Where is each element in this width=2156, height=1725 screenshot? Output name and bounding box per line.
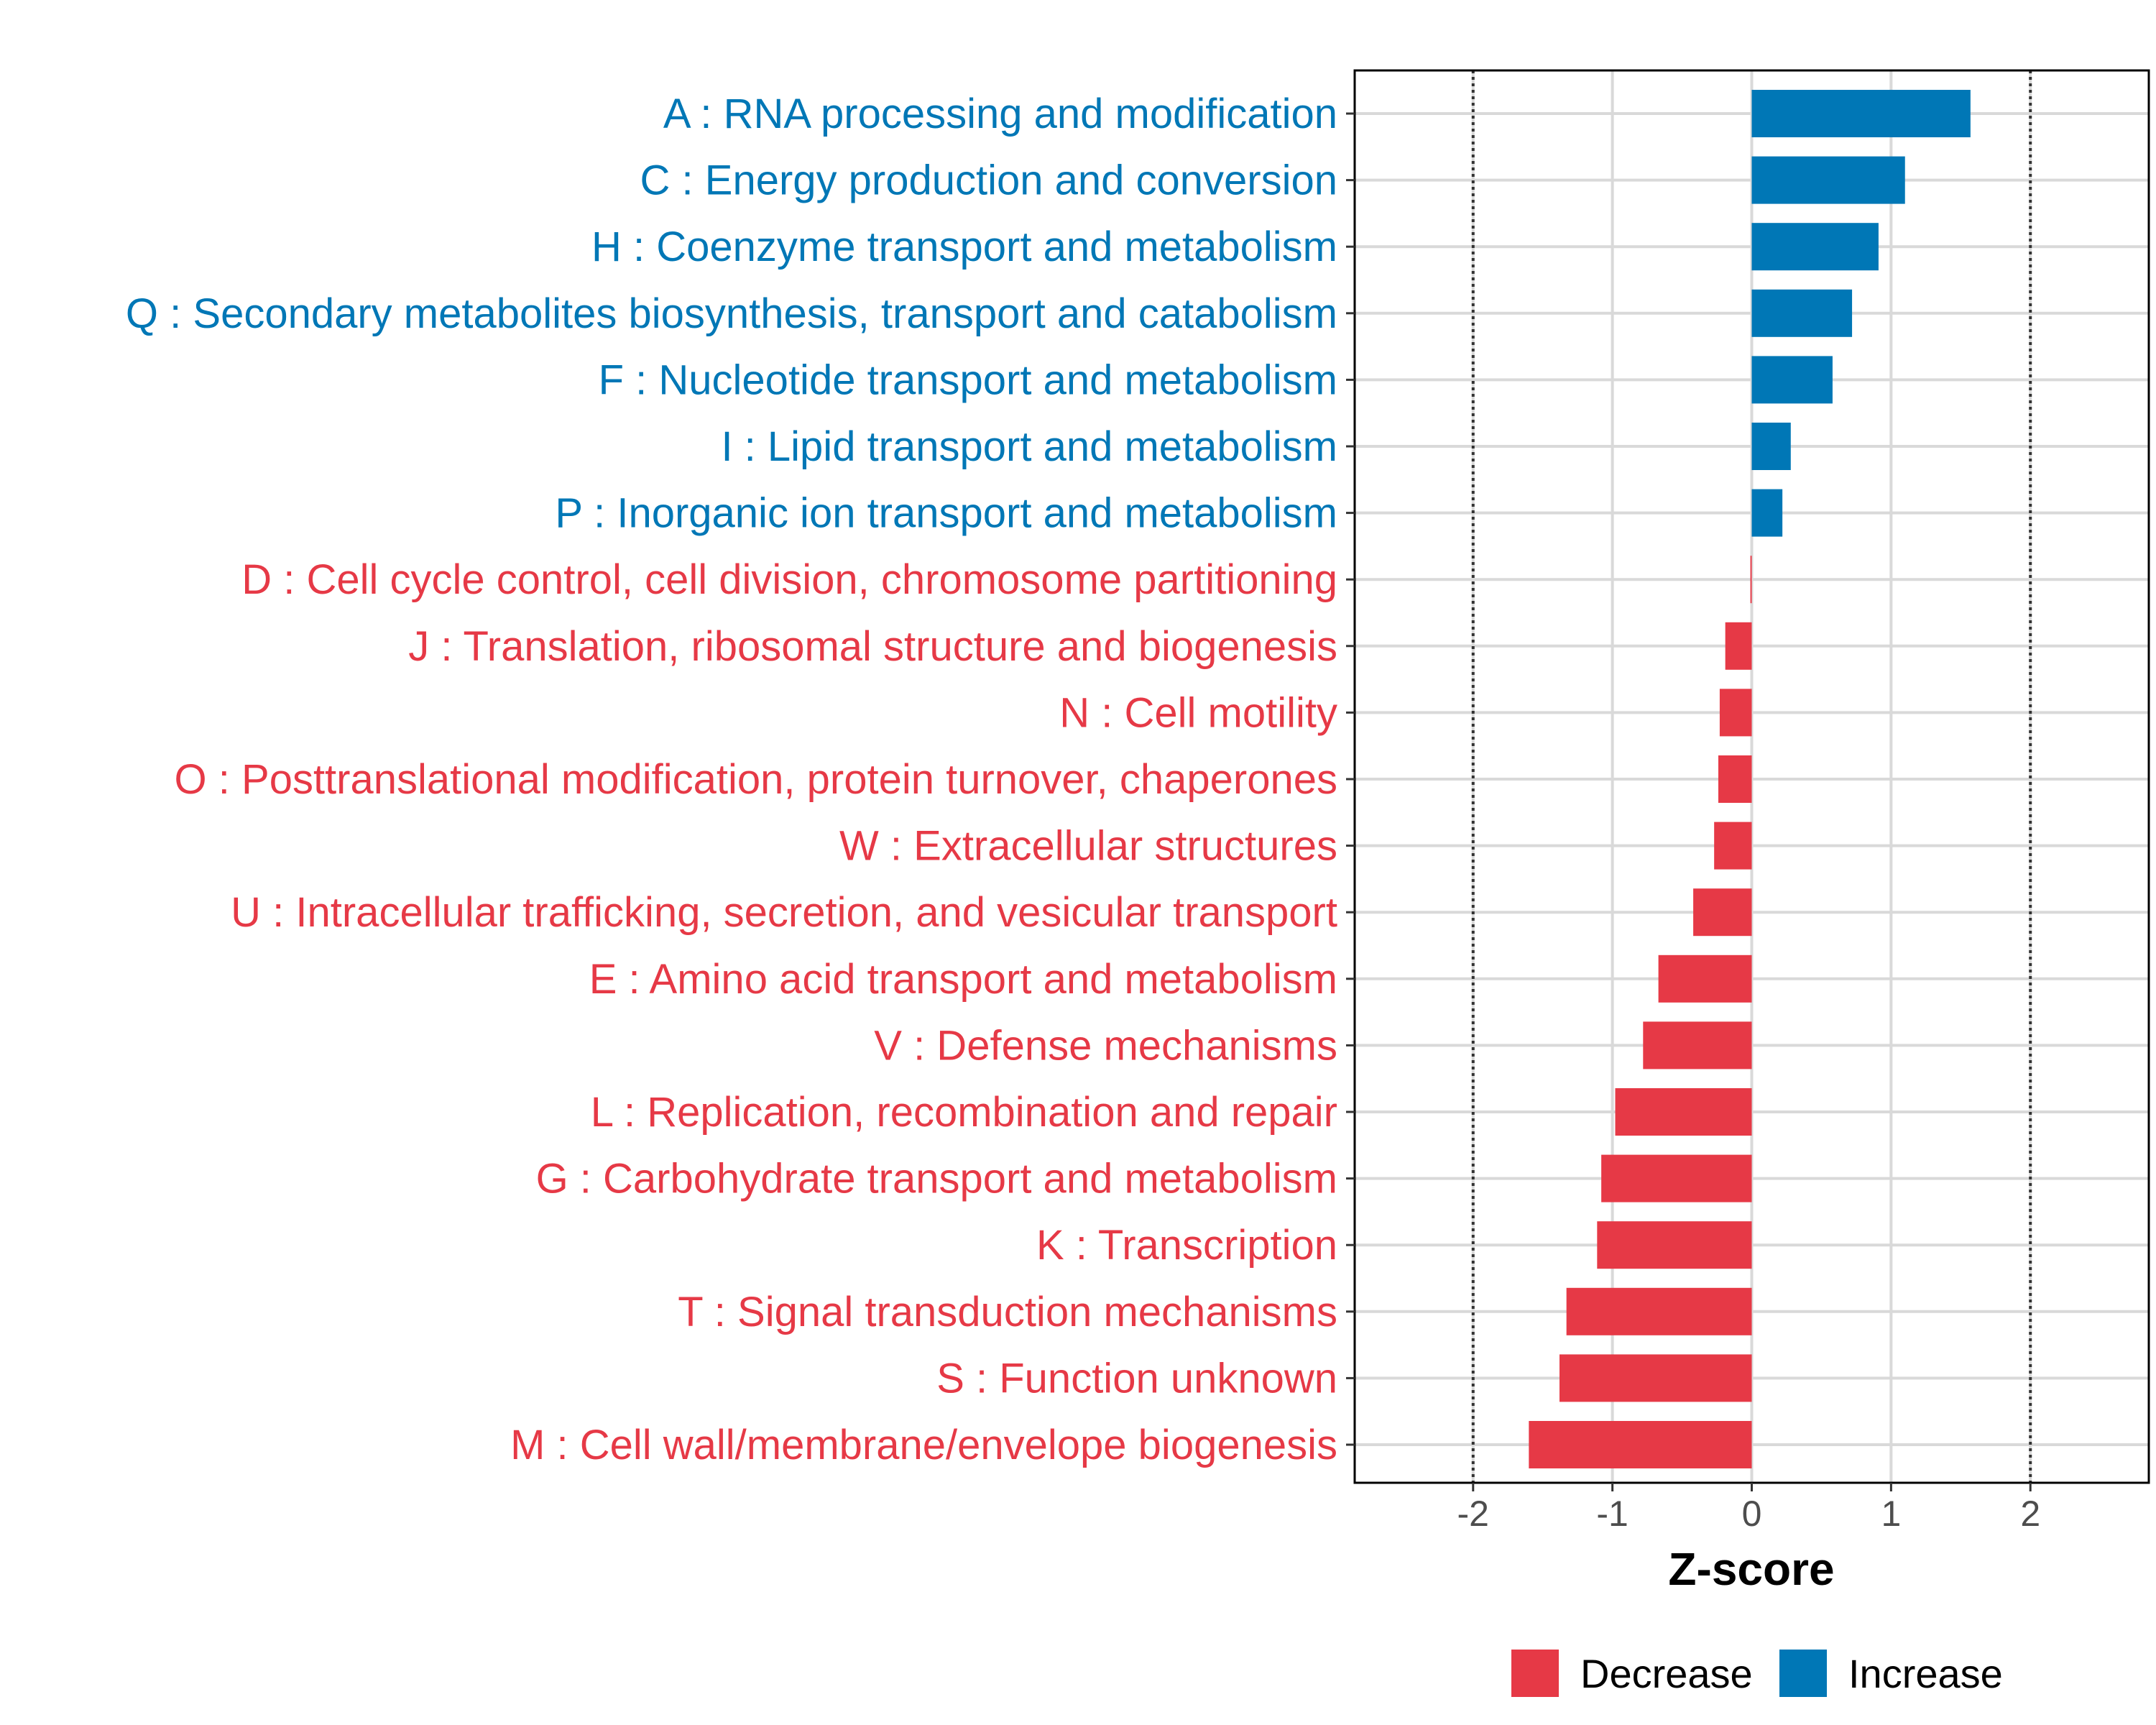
category-label: G : Carbohydrate transport and metabolis… xyxy=(536,1156,1337,1202)
category-label: Q : Secondary metabolites biosynthesis, … xyxy=(126,290,1337,337)
category-label: P : Inorganic ion transport and metaboli… xyxy=(555,490,1337,537)
bar xyxy=(1718,755,1752,803)
bar xyxy=(1693,888,1752,937)
category-label: I : Lipid transport and metabolism xyxy=(721,423,1337,470)
bar xyxy=(1751,356,1833,404)
bar xyxy=(1566,1287,1752,1335)
reference-lines xyxy=(1471,70,2032,1483)
bar xyxy=(1750,556,1752,604)
bar xyxy=(1714,822,1752,870)
category-label: O : Posttranslational modification, prot… xyxy=(175,756,1337,803)
category-label: V : Defense mechanisms xyxy=(874,1022,1337,1069)
category-label: W : Extracellular structures xyxy=(839,823,1337,870)
bar xyxy=(1643,1021,1752,1070)
category-label: M : Cell wall/membrane/envelope biogenes… xyxy=(510,1422,1337,1468)
category-label: K : Transcription xyxy=(1036,1222,1337,1269)
category-label: H : Coenzyme transport and metabolism xyxy=(591,224,1337,270)
bar xyxy=(1751,223,1879,271)
legend-label-decrease: Decrease xyxy=(1580,1651,1753,1696)
bar xyxy=(1751,289,1853,337)
category-label: E : Amino acid transport and metabolism xyxy=(589,956,1337,1003)
category-label: N : Cell motility xyxy=(1059,689,1337,736)
x-tick-label: 1 xyxy=(1881,1494,1901,1534)
category-label: S : Function unknown xyxy=(936,1355,1337,1402)
x-axis-title: Z-score xyxy=(1668,1543,1834,1595)
category-label: C : Energy production and conversion xyxy=(640,157,1337,204)
legend-label-increase: Increase xyxy=(1848,1651,2003,1696)
x-tick-label: 0 xyxy=(1742,1494,1762,1534)
x-tick-label: -2 xyxy=(1457,1494,1489,1534)
legend-key-decrease xyxy=(1511,1650,1559,1697)
bar xyxy=(1601,1154,1752,1202)
x-tick-label: 2 xyxy=(2020,1494,2040,1534)
bar xyxy=(1719,689,1752,737)
bar xyxy=(1559,1354,1752,1402)
category-label: D : Cell cycle control, cell division, c… xyxy=(241,556,1337,603)
legend-key-increase xyxy=(1779,1650,1827,1697)
bar xyxy=(1615,1088,1752,1136)
bar xyxy=(1751,156,1905,204)
category-labels: A : RNA processing and modification C : E… xyxy=(126,91,1337,1468)
category-label: L : Replication, recombination and repai… xyxy=(591,1089,1337,1136)
category-label: T : Signal transduction mechanisms xyxy=(678,1289,1337,1335)
category-label: J : Translation, ribosomal structure and… xyxy=(408,623,1337,670)
bars xyxy=(1529,90,1971,1468)
bar xyxy=(1597,1221,1752,1269)
bar xyxy=(1529,1421,1752,1468)
category-label: U : Intracellular trafficking, secretion… xyxy=(231,889,1337,936)
category-label: F : Nucleotide transport and metabolism xyxy=(599,356,1337,403)
legend: Decrease Increase xyxy=(1511,1650,2003,1697)
x-tick-label: -1 xyxy=(1596,1494,1628,1534)
category-label: A : RNA processing and modification xyxy=(663,91,1337,137)
y-axis-ticks xyxy=(1346,112,1355,1446)
bar xyxy=(1725,622,1752,670)
bar xyxy=(1658,954,1752,1003)
bar xyxy=(1751,90,1971,137)
bar xyxy=(1751,489,1783,537)
x-axis-ticks: -2 -1 0 1 2 xyxy=(1457,1483,2040,1534)
bar xyxy=(1751,423,1791,470)
